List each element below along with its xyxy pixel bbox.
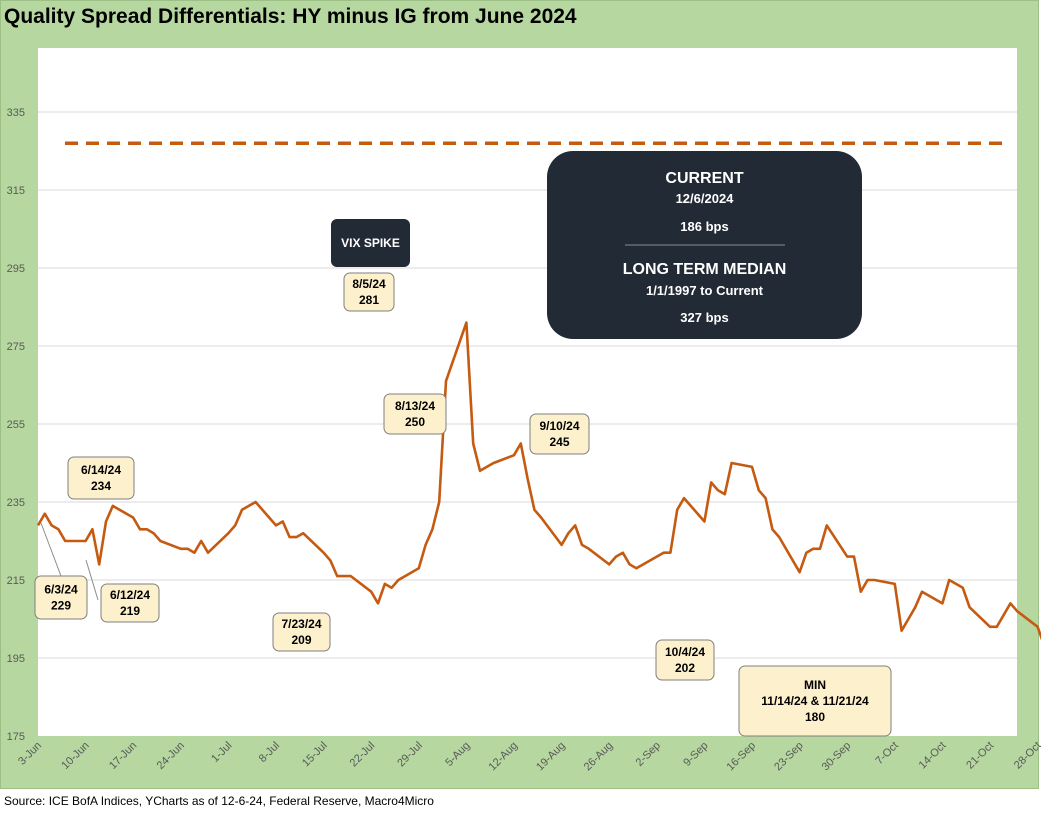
x-tick-label: 21-Oct: [964, 740, 996, 772]
callout-text: 6/14/24: [81, 463, 121, 477]
callout-text: MIN: [804, 678, 826, 692]
current-title: CURRENT: [665, 170, 743, 187]
callout-text: 9/10/24: [539, 419, 579, 433]
callout-text: 6/12/24: [110, 588, 150, 602]
y-tick-label: 235: [7, 497, 25, 509]
y-axis-tick-labels: 175 195 215 235 255 275 295 315 335: [7, 107, 25, 743]
leader-line: [85, 559, 99, 601]
x-tick-label: 10-Jun: [59, 740, 91, 772]
callout-text: 10/4/24: [665, 645, 705, 659]
y-tick-label: 215: [7, 575, 25, 587]
series-line-hy-minus-ig: [36, 321, 1041, 641]
callout-text: 11/14/24 & 11/21/24: [761, 694, 869, 708]
y-tick-label: 295: [7, 263, 25, 275]
callout-box: [529, 413, 590, 455]
callout-text: 180: [805, 710, 825, 724]
x-axis-tick-labels: 3-Jun 10-Jun 17-Jun 24-Jun 1-Jul 8-Jul 15-Jul 2…: [16, 740, 1041, 774]
x-tick-label: 29-Jul: [395, 740, 425, 770]
x-tick-label: 16-Sep: [725, 740, 759, 774]
x-tick-label: 7-Oct: [873, 740, 901, 768]
median-title: LONG TERM MEDIAN: [623, 261, 787, 278]
callout-text: 250: [405, 415, 425, 429]
x-tick-label: 19-Aug: [534, 740, 568, 774]
y-tick-label: 315: [7, 185, 25, 197]
x-tick-label: 30-Sep: [820, 740, 854, 774]
info-box: CURRENT 12/6/2024 186 bps LONG TERM MEDI…: [547, 151, 862, 339]
callout-box: [272, 612, 331, 652]
x-tick-label: 12-Aug: [487, 740, 521, 774]
x-tick-label: 23-Sep: [772, 740, 806, 774]
x-tick-label: 14-Oct: [917, 740, 949, 772]
callout-text: 234: [91, 479, 111, 493]
median-value: 327 bps: [680, 310, 728, 325]
x-tick-label: 5-Aug: [443, 740, 472, 769]
callout-text: 219: [120, 604, 140, 618]
callout-text: 209: [291, 633, 311, 647]
callout-box: [343, 272, 395, 312]
x-tick-label: 1-Jul: [209, 740, 234, 765]
x-tick-label: 8-Jul: [257, 740, 282, 765]
callout-text: 8/13/24: [395, 399, 435, 413]
source-note: Source: ICE BofA Indices, YCharts as of …: [4, 794, 434, 808]
x-tick-label: 24-Jun: [155, 740, 187, 772]
callout-box: [655, 639, 715, 681]
x-tick-label: 3-Jun: [16, 740, 44, 768]
x-tick-label: 17-Jun: [107, 740, 139, 772]
x-tick-label: 22-Jul: [348, 740, 378, 770]
x-tick-label: 15-Jul: [300, 740, 330, 770]
callout-box: [100, 583, 160, 623]
vix-spike-text: VIX SPIKE: [341, 236, 400, 250]
callouts: 6/3/24 229 6/12/24 219 6/14/24 234 7/23/24 209 8…: [34, 272, 892, 737]
chart-title: Quality Spread Differentials: HY minus I…: [4, 5, 577, 28]
callout-text: 8/5/24: [352, 277, 386, 291]
callout-box: [34, 575, 88, 620]
y-tick-label: 195: [7, 653, 25, 665]
callout-text: 202: [675, 661, 695, 675]
callout-text: 229: [51, 599, 71, 613]
vix-spike-label: VIX SPIKE: [331, 219, 410, 267]
x-tick-label: 9-Sep: [681, 740, 710, 769]
x-tick-label: 28-Oct: [1012, 740, 1041, 772]
callout-box: [383, 393, 447, 435]
x-tick-label: 26-Aug: [582, 740, 616, 774]
callout-text: 6/3/24: [44, 583, 78, 597]
current-value: 186 bps: [680, 219, 728, 234]
line-chart: 175 195 215 235 255 275 295 315 335 3-Jun 10-Jun 1…: [7, 48, 1041, 774]
y-tick-label: 275: [7, 341, 25, 353]
callout-leader-lines: [40, 522, 99, 601]
callout-text: 245: [549, 435, 569, 449]
callout-box: [738, 665, 892, 737]
callout-text: 281: [359, 293, 379, 307]
callout-text: 7/23/24: [281, 617, 321, 631]
plot-area: [38, 48, 1017, 736]
current-date: 12/6/2024: [676, 191, 735, 206]
y-tick-label: 175: [7, 731, 25, 743]
x-tick-label: 2-Sep: [634, 740, 663, 769]
callout-box: [67, 456, 135, 500]
y-tick-label: 335: [7, 107, 25, 119]
leader-line: [40, 522, 62, 577]
median-range: 1/1/1997 to Current: [646, 283, 764, 298]
y-tick-label: 255: [7, 419, 25, 431]
